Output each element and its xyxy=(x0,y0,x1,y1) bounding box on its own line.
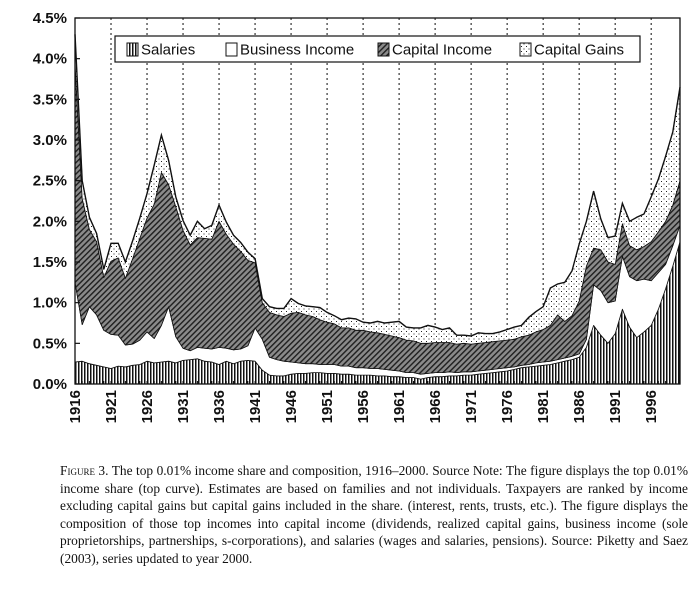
y-tick-label: 0.0% xyxy=(33,376,67,393)
legend-swatch-business-income xyxy=(225,42,238,57)
legend-label: Capital Income xyxy=(392,42,492,59)
x-tick-label: 1976 xyxy=(499,390,516,423)
x-tick-label: 1991 xyxy=(607,390,624,423)
y-tick-label: 1.0% xyxy=(33,295,67,312)
x-tick-label: 1941 xyxy=(247,390,264,423)
x-tick-label: 1916 xyxy=(67,390,84,423)
x-tick-label: 1946 xyxy=(283,390,300,423)
x-tick-label: 1971 xyxy=(463,390,480,423)
x-tick-label: 1981 xyxy=(535,390,552,423)
legend-label: Salaries xyxy=(141,42,195,59)
x-tick-label: 1921 xyxy=(103,390,120,423)
x-tick-label: 1961 xyxy=(391,390,408,423)
y-tick-label: 0.5% xyxy=(33,335,67,352)
y-tick-label: 4.0% xyxy=(33,51,67,68)
x-tick-label: 1936 xyxy=(211,390,228,423)
top-share-curve xyxy=(74,34,681,337)
area-layers xyxy=(74,33,681,385)
x-tick-label: 1926 xyxy=(139,390,156,423)
legend-label: Capital Gains xyxy=(534,42,624,59)
caption-text: The top 0.01% income share and compositi… xyxy=(60,463,689,566)
x-tick-label: 1931 xyxy=(175,390,192,423)
y-tick-label: 3.5% xyxy=(33,91,67,108)
legend-swatch-capital-income xyxy=(377,42,390,57)
y-tick-label: 3.0% xyxy=(33,132,67,149)
y-tick-label: 2.0% xyxy=(33,213,67,230)
x-tick-label: 1956 xyxy=(355,390,372,423)
legend-label: Business Income xyxy=(240,42,354,59)
legend-swatch-capital-gains xyxy=(519,42,532,57)
y-tick-label: 1.5% xyxy=(33,254,67,271)
x-tick-label: 1986 xyxy=(571,390,588,423)
legend-swatch-salaries xyxy=(126,42,139,57)
y-axis: 0.0% 0.5% 1.0% 1.5% 2.0% 2.5% 3.0% 3.5% 4.0% 4.5% xyxy=(33,10,80,393)
figure-caption: Figure 3. The top 0.01% income share and… xyxy=(60,462,688,568)
x-tick-label: 1966 xyxy=(427,390,444,423)
caption-label: Figure 3. xyxy=(60,463,109,478)
stacked-area-chart: 0.0% 0.5% 1.0% 1.5% 2.0% 2.5% 3.0% 3.5% 4.0% 4.5%… xyxy=(33,10,681,423)
legend: Salaries Business Income Capital Income Cap… xyxy=(114,35,641,63)
y-tick-label: 2.5% xyxy=(33,173,67,190)
x-axis: 1916 1921 1926 1931 1936 1941 1946 1951 1956 1961… xyxy=(67,381,681,423)
y-tick-label: 4.5% xyxy=(33,10,67,27)
x-tick-label: 1996 xyxy=(643,390,660,423)
x-tick-label: 1951 xyxy=(319,390,336,423)
